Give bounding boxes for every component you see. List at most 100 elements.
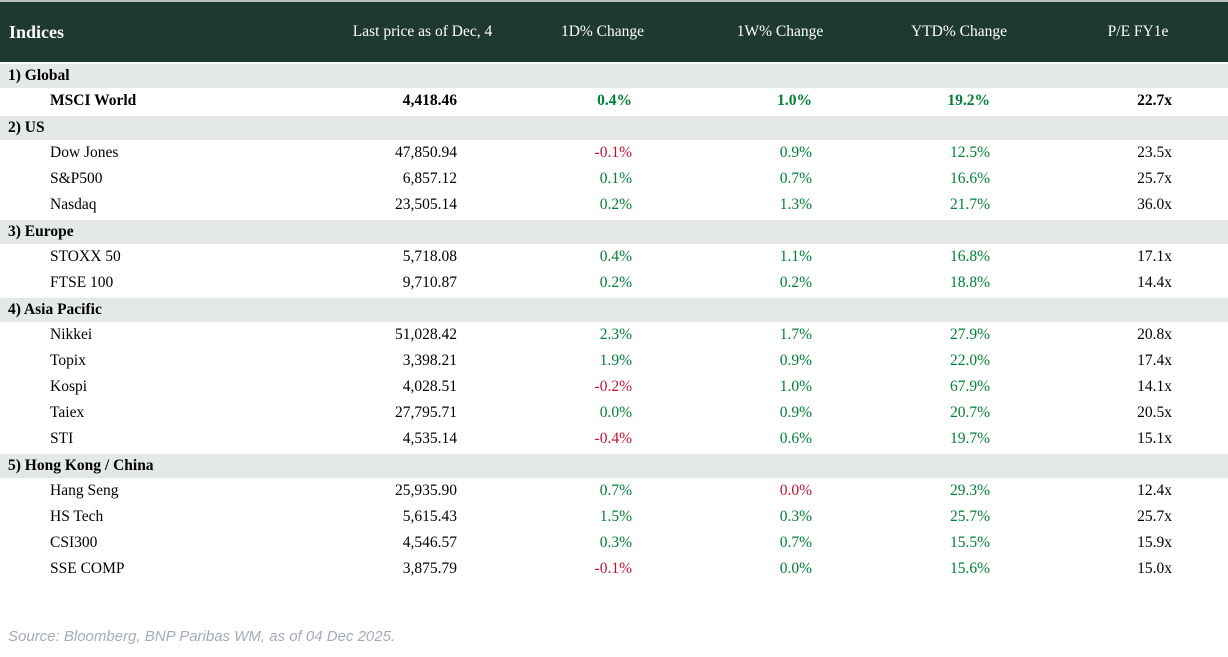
change-1d: 0.2% [599, 196, 632, 213]
index-name: FTSE 100 [50, 274, 114, 291]
section-row: 2) US [0, 114, 1228, 140]
pe-value: 36.0x [1137, 196, 1172, 213]
index-row: S&P500 6,857.12 0.1% 0.7% 16.6% 25.7x [0, 166, 1228, 192]
index-name: Taiex [50, 404, 85, 421]
change-1d: 0.4% [597, 92, 632, 109]
index-row: Nikkei 51,028.42 2.3% 1.7% 27.9% 20.8x [0, 322, 1228, 348]
index-row: Nasdaq 23,505.14 0.2% 1.3% 21.7% 36.0x [0, 192, 1228, 218]
index-row: STI 4,535.14 -0.4% 0.6% 19.7% 15.1x [0, 426, 1228, 452]
change-ytd: 27.9% [949, 326, 990, 343]
change-1w: 1.0% [779, 378, 812, 395]
index-row: Hang Seng 25,935.90 0.7% 0.0% 29.3% 12.4x [0, 478, 1228, 504]
index-name: Kospi [50, 378, 88, 395]
change-ytd: 25.7% [949, 508, 990, 525]
pe-value: 17.4x [1137, 352, 1172, 369]
index-row: HS Tech 5,615.43 1.5% 0.3% 25.7% 25.7x [0, 504, 1228, 530]
index-name: S&P500 [50, 170, 103, 187]
change-ytd: 67.9% [949, 378, 990, 395]
last-price: 4,535.14 [402, 430, 457, 447]
change-ytd: 15.5% [949, 534, 990, 551]
section-row: 5) Hong Kong / China [0, 452, 1228, 478]
last-price: 25,935.90 [395, 482, 457, 499]
pe-value: 15.9x [1137, 534, 1172, 551]
pe-value: 22.7x [1137, 92, 1172, 109]
header-ytd-change: YTD% Change [911, 23, 1007, 40]
table-body: 1) Global MSCI World 4,418.46 0.4% 1.0% 19.2%… [0, 62, 1228, 582]
section-row: 3) Europe [0, 218, 1228, 244]
change-1w: 0.7% [779, 170, 812, 187]
index-name: Dow Jones [50, 144, 119, 161]
index-name: Nikkei [50, 326, 93, 343]
index-row: STOXX 50 5,718.08 0.4% 1.1% 16.8% 17.1x [0, 244, 1228, 270]
change-1w: 0.7% [779, 534, 812, 551]
last-price: 9,710.87 [402, 274, 457, 291]
index-name: SSE COMP [50, 560, 125, 577]
header-1w-change: 1W% Change [736, 23, 824, 40]
change-ytd: 19.2% [947, 92, 990, 109]
change-1w: 1.1% [779, 248, 812, 265]
pe-value: 25.7x [1137, 170, 1172, 187]
source-note: Source: Bloomberg, BNP Paribas WM, as of… [8, 628, 396, 645]
index-row: Kospi 4,028.51 -0.2% 1.0% 67.9% 14.1x [0, 374, 1228, 400]
last-price: 47,850.94 [395, 144, 457, 161]
change-ytd: 22.0% [949, 352, 990, 369]
index-name: Hang Seng [50, 482, 119, 499]
index-row: CSI300 4,546.57 0.3% 0.7% 15.5% 15.9x [0, 530, 1228, 556]
change-ytd: 12.5% [949, 144, 990, 161]
last-price: 3,398.21 [402, 352, 457, 369]
change-ytd: 15.6% [949, 560, 990, 577]
change-1w: 0.9% [779, 144, 812, 161]
change-1w: 0.9% [779, 352, 812, 369]
pe-value: 25.7x [1137, 508, 1172, 525]
table-header-row: Indices Last price as of Dec, 4 1D% Chan… [0, 0, 1228, 62]
pe-value: 17.1x [1137, 248, 1172, 265]
pe-value: 20.8x [1137, 326, 1172, 343]
last-price: 5,615.43 [402, 508, 457, 525]
index-name: STOXX 50 [50, 248, 121, 265]
change-ytd: 18.8% [949, 274, 990, 291]
index-name: CSI300 [50, 534, 98, 551]
pe-value: 15.0x [1137, 560, 1172, 577]
header-1d-change: 1D% Change [560, 23, 645, 40]
pe-value: 20.5x [1137, 404, 1172, 421]
header-last-price: Last price as of Dec, 4 [352, 23, 493, 40]
index-row: SSE COMP 3,875.79 -0.1% 0.0% 15.6% 15.0x [0, 556, 1228, 582]
change-1d: 0.7% [599, 482, 632, 499]
change-1w: 1.0% [777, 92, 812, 109]
last-price: 51,028.42 [395, 326, 457, 343]
pe-value: 14.1x [1137, 378, 1172, 395]
index-row: Topix 3,398.21 1.9% 0.9% 22.0% 17.4x [0, 348, 1228, 374]
last-price: 23,505.14 [395, 196, 457, 213]
change-1d: 1.5% [599, 508, 632, 525]
change-1w: 0.9% [779, 404, 812, 421]
change-1w: 0.6% [779, 430, 812, 447]
index-row: Taiex 27,795.71 0.0% 0.9% 20.7% 20.5x [0, 400, 1228, 426]
section-row: 4) Asia Pacific [0, 296, 1228, 322]
change-1d: -0.1% [594, 560, 632, 577]
index-row: FTSE 100 9,710.87 0.2% 0.2% 18.8% 14.4x [0, 270, 1228, 296]
section-row: 1) Global [0, 62, 1228, 88]
change-1w: 0.3% [779, 508, 812, 525]
change-ytd: 16.6% [949, 170, 990, 187]
change-1d: -0.1% [594, 144, 632, 161]
change-1w: 0.0% [779, 482, 812, 499]
last-price: 4,028.51 [402, 378, 457, 395]
pe-value: 12.4x [1137, 482, 1172, 499]
index-row: Dow Jones 47,850.94 -0.1% 0.9% 12.5% 23.5x [0, 140, 1228, 166]
index-name: HS Tech [50, 508, 104, 525]
change-1d: 0.4% [599, 248, 632, 265]
change-ytd: 19.7% [949, 430, 990, 447]
change-ytd: 16.8% [949, 248, 990, 265]
pe-value: 14.4x [1137, 274, 1172, 291]
last-price: 27,795.71 [395, 404, 457, 421]
pe-value: 15.1x [1137, 430, 1172, 447]
change-1w: 1.7% [779, 326, 812, 343]
change-1d: 2.3% [599, 326, 632, 343]
change-ytd: 29.3% [949, 482, 990, 499]
change-1d: 0.0% [599, 404, 632, 421]
change-1d: 0.2% [599, 274, 632, 291]
table-title: Indices [9, 21, 65, 42]
change-1d: 0.3% [599, 534, 632, 551]
change-1w: 1.3% [779, 196, 812, 213]
